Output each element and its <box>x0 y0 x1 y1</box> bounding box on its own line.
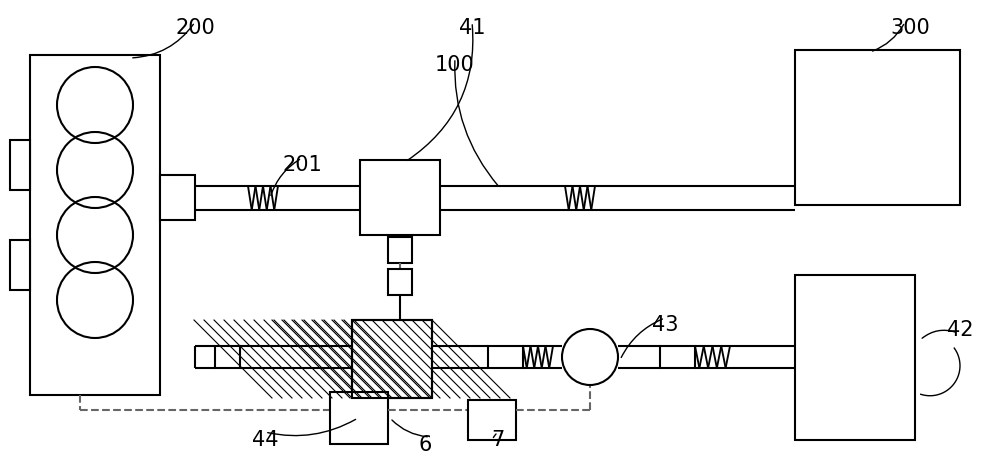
Bar <box>10 140 30 190</box>
Text: 41: 41 <box>459 18 485 38</box>
Bar <box>795 275 915 440</box>
Bar <box>352 320 432 398</box>
Text: 200: 200 <box>175 18 215 38</box>
Text: 300: 300 <box>890 18 930 38</box>
Bar <box>488 346 523 368</box>
Text: 44: 44 <box>252 430 278 450</box>
Bar <box>795 50 960 205</box>
Bar <box>388 237 412 263</box>
Bar <box>215 346 240 368</box>
Bar <box>10 240 30 290</box>
Bar <box>468 400 516 440</box>
Bar <box>160 175 195 220</box>
Text: 100: 100 <box>435 55 475 75</box>
Bar <box>30 55 160 395</box>
Bar <box>660 346 695 368</box>
Bar <box>388 269 412 295</box>
Bar <box>352 320 432 398</box>
Bar <box>360 160 440 235</box>
Text: 7: 7 <box>491 430 505 450</box>
Bar <box>330 392 388 444</box>
Text: 43: 43 <box>652 315 678 335</box>
Text: 42: 42 <box>947 320 973 340</box>
Text: 6: 6 <box>418 435 432 455</box>
Text: 201: 201 <box>282 155 322 175</box>
